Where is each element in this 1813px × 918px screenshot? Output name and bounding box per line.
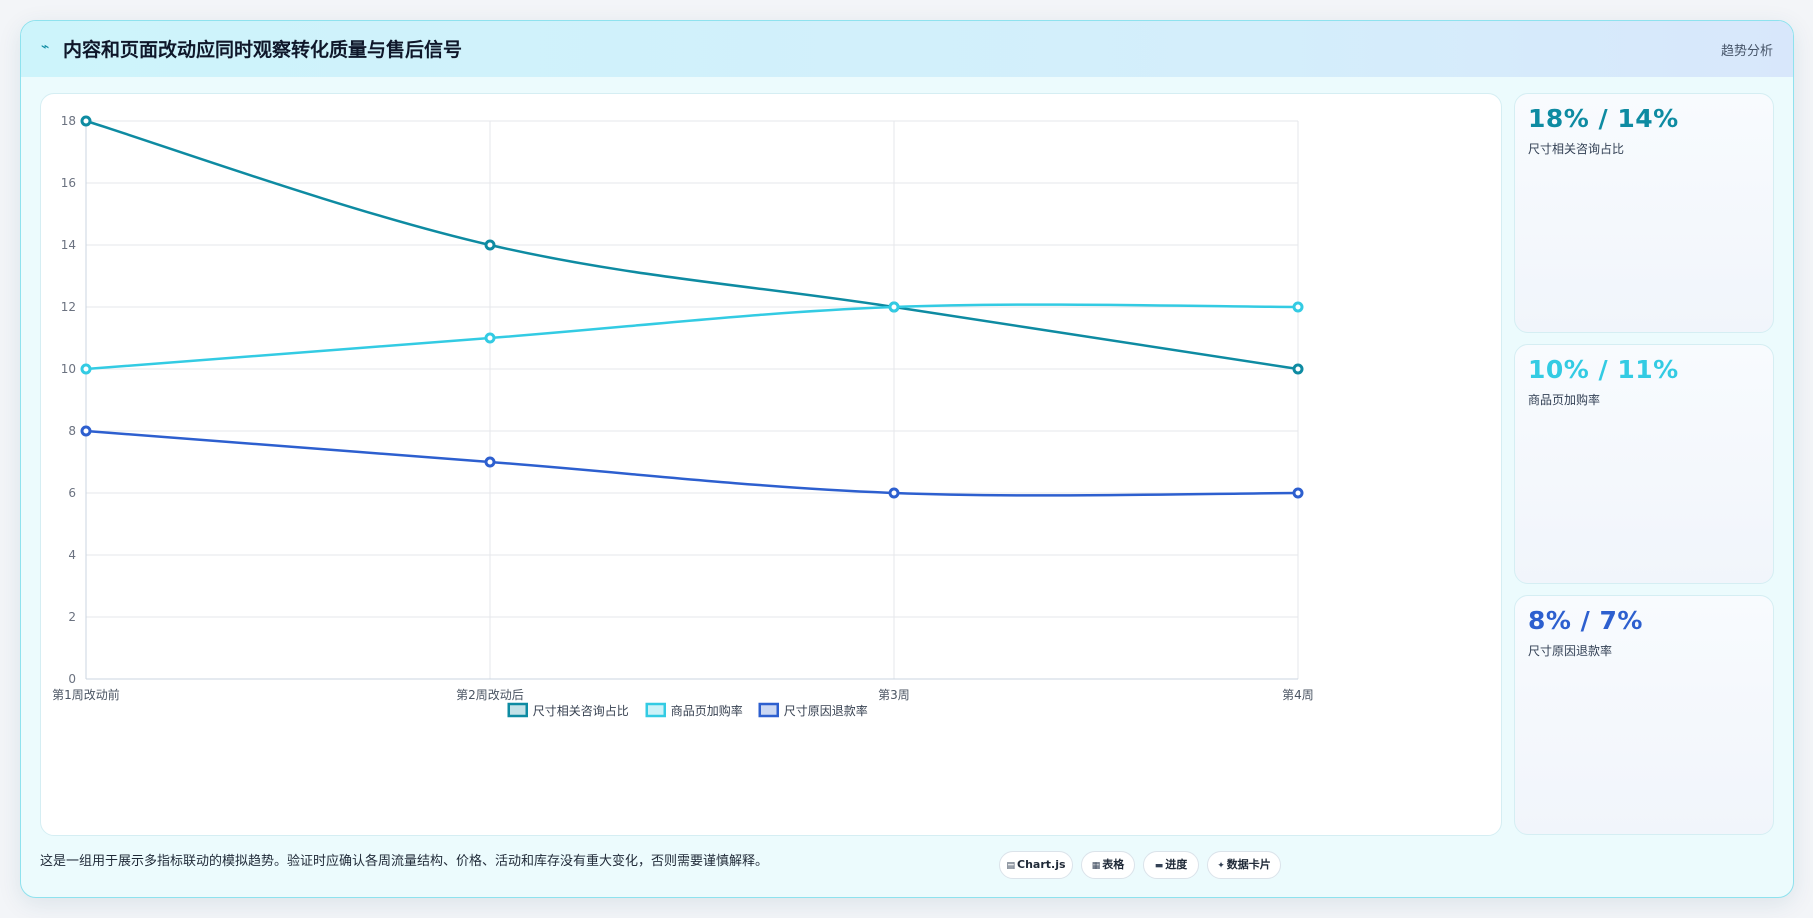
trend-icon: ⌁ xyxy=(41,39,50,55)
y-tick-label: 2 xyxy=(68,610,76,624)
pill-label: 进度 xyxy=(1165,858,1188,871)
kpi-value: 18% / 14% xyxy=(1528,104,1679,133)
y-tick-label: 8 xyxy=(68,424,76,438)
line-chart: 0 2 4 6 8 10 12 14 16 18 第1周改动前 第2周改动后 第3周 第4周尺寸相关咨询占… xyxy=(52,114,1314,718)
y-tick-label: 18 xyxy=(61,114,76,128)
kpi-card-size-inquiry: 18% / 14% 尺寸相关咨询占比 xyxy=(1514,93,1774,333)
data-point xyxy=(1292,363,1304,375)
footnote: 这是一组用于展示多指标联动的模拟趋势。验证时应确认各周流量结构、价格、活动和库存… xyxy=(40,854,769,869)
chart-icon: ▤ xyxy=(1006,861,1015,871)
chart-panel: 0 2 4 6 8 10 12 14 16 18 第1周改动前 第2周改动后 第3周 第4周尺寸相关咨询占… xyxy=(40,93,1502,836)
kpi-value: 8% / 7% xyxy=(1528,606,1643,635)
legend-label: 尺寸相关咨询占比 xyxy=(533,703,629,718)
data-point xyxy=(80,363,92,375)
legend-label: 商品页加购率 xyxy=(671,703,743,718)
kpi-card-refund-rate: 8% / 7% 尺寸原因退款率 xyxy=(1514,595,1774,835)
y-tick-label: 16 xyxy=(61,176,76,190)
legend-label: 尺寸原因退款率 xyxy=(784,703,868,718)
data-point xyxy=(484,332,496,344)
page-title: 内容和页面改动应同时观察转化质量与售后信号 xyxy=(63,39,463,61)
y-tick-label: 6 xyxy=(68,486,76,500)
table-icon: ▦ xyxy=(1091,861,1101,871)
progress-icon: ▬ xyxy=(1154,861,1164,871)
dashboard-card: ⌁ 内容和页面改动应同时观察转化质量与售后信号 趋势分析 0 2 4 6 8 10 12 14… xyxy=(20,20,1794,898)
series-line-1 xyxy=(85,119,1299,371)
data-point xyxy=(1292,301,1304,313)
series-line-3 xyxy=(85,429,1299,497)
legend-swatch xyxy=(645,702,666,718)
legend-swatch xyxy=(507,702,528,718)
data-point xyxy=(888,301,900,313)
kpi-label: 尺寸原因退款率 xyxy=(1528,644,1613,658)
kpi-card-add-to-cart: 10% / 11% 商品页加购率 xyxy=(1514,344,1774,584)
kpi-value: 10% / 11% xyxy=(1528,355,1679,384)
legend-swatch xyxy=(758,702,779,718)
x-tick-label: 第4周 xyxy=(1282,688,1314,702)
pill-data-cards[interactable]: ✦ 数据卡片 xyxy=(1207,851,1281,879)
kpi-label: 尺寸相关咨询占比 xyxy=(1528,142,1625,156)
data-point xyxy=(1292,487,1304,499)
sparkle-icon: ✦ xyxy=(1217,861,1225,871)
data-point xyxy=(80,115,92,127)
pill-table[interactable]: ▦ 表格 xyxy=(1081,851,1135,879)
data-point xyxy=(484,239,496,251)
data-point xyxy=(80,425,92,437)
y-tick-label: 14 xyxy=(61,238,76,252)
x-tick-label: 第3周 xyxy=(878,688,910,702)
x-tick-label: 第1周改动前 xyxy=(52,687,120,702)
y-tick-label: 0 xyxy=(68,672,76,686)
pill-progress[interactable]: ▬ 进度 xyxy=(1143,851,1199,879)
x-tick-label: 第2周改动后 xyxy=(456,688,524,702)
series-line-2 xyxy=(85,303,1299,371)
y-tick-label: 12 xyxy=(61,300,76,314)
kpi-label: 商品页加购率 xyxy=(1528,393,1601,407)
pill-label: 数据卡片 xyxy=(1226,858,1271,871)
y-tick-label: 4 xyxy=(68,548,76,562)
pill-chartjs[interactable]: ▤ Chart.js xyxy=(999,851,1073,879)
pill-label: Chart.js xyxy=(1017,858,1066,871)
data-point xyxy=(888,487,900,499)
card-header: ⌁ 内容和页面改动应同时观察转化质量与售后信号 趋势分析 xyxy=(21,21,1793,77)
y-tick-label: 10 xyxy=(61,362,76,376)
data-point xyxy=(484,456,496,468)
trend-analysis-tag[interactable]: 趋势分析 xyxy=(1720,44,1773,59)
pill-label: 表格 xyxy=(1102,858,1125,871)
